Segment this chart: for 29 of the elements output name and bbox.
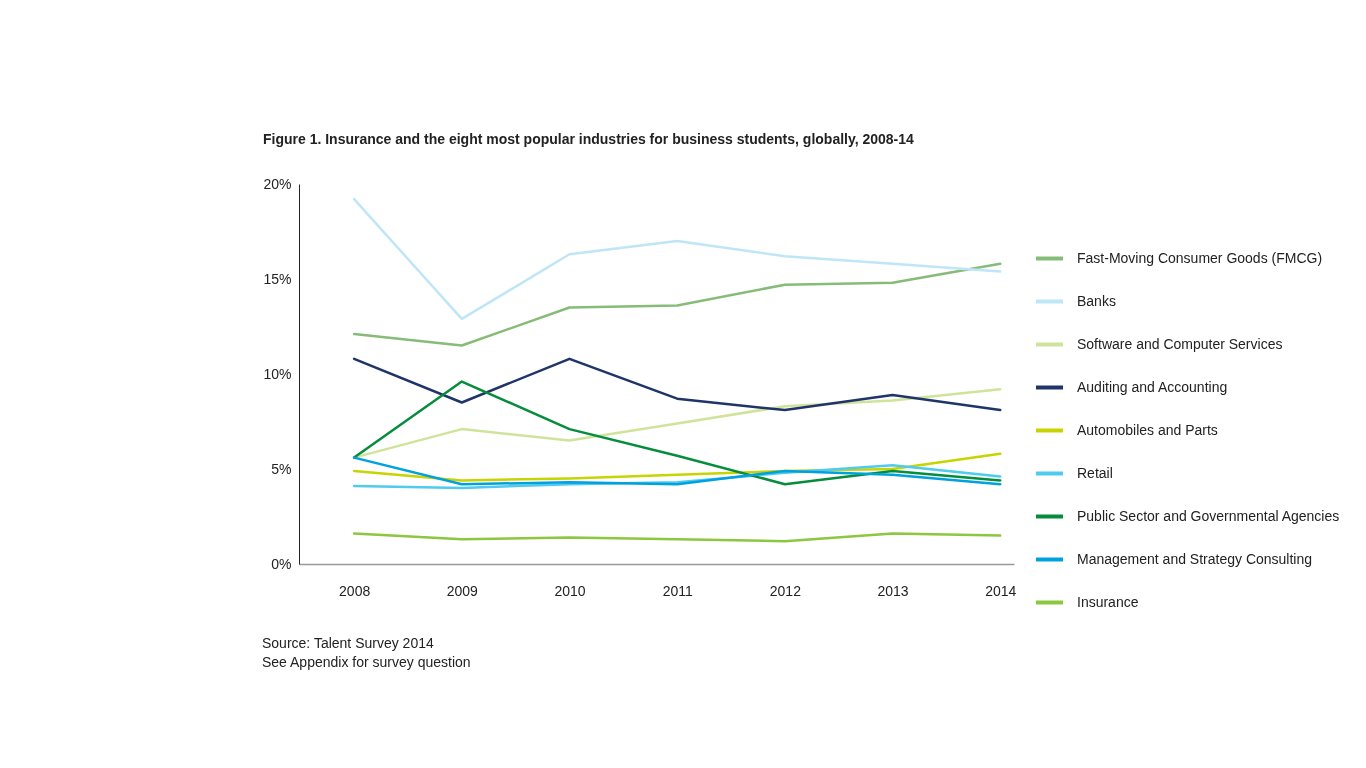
x-tick-label: 2012 [769,582,802,599]
legend-label: Retail [1077,464,1113,481]
x-tick-label: 2014 [985,582,1017,599]
chart-title: Figure 1. Insurance and the eight most popular industries for business students, globally, 2008-14 [262,131,915,147]
legend-label: Fast-Moving Consumer Goods (FMCG) [1077,249,1323,266]
x-tick-label: 2011 [662,582,693,599]
legend-label: Public Sector and Governmental Agencies [1077,507,1340,524]
line-series [352,262,1002,347]
y-tick-label: 10% [263,365,292,382]
legend-label: Automobiles and Parts [1077,421,1218,438]
line-series [352,197,1002,321]
x-tick-label: 2010 [554,582,586,599]
line-series [352,357,1002,412]
x-tick-label: 2008 [339,582,371,599]
legend-label: Management and Strategy Consulting [1077,550,1313,567]
legend-label: Insurance [1077,593,1139,610]
y-tick-label: 20% [263,175,292,192]
y-tick-label: 5% [271,460,292,477]
y-tick-label: 0% [271,555,292,572]
source-note: Source: Talent Survey 2014 [262,634,435,653]
x-tick-label: 2009 [446,582,479,599]
legend-label: Auditing and Accounting [1077,378,1228,395]
line-series [352,380,1002,486]
line-series [352,532,1002,543]
legend-label: Banks [1077,292,1116,309]
legend-label: Software and Computer Services [1077,335,1283,352]
x-tick-label: 2013 [877,582,909,599]
text: See Appendix for survey question [262,653,472,672]
y-tick-label: 15% [263,270,292,287]
